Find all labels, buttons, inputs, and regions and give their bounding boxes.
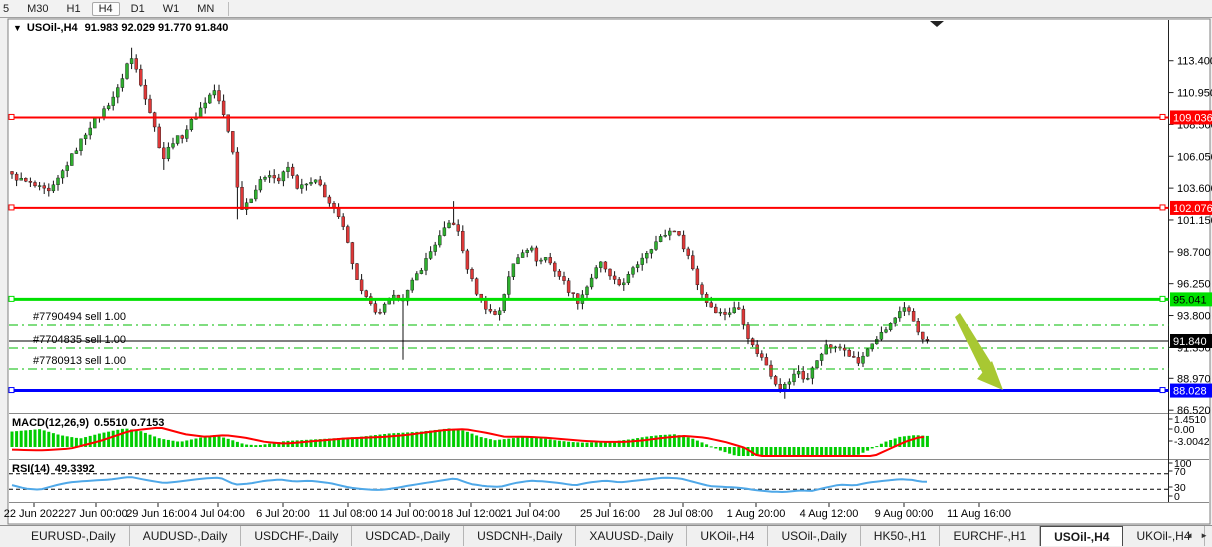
tabs-scroll-right-icon[interactable]: ► [1200, 531, 1208, 540]
arrow-annotation-shaft[interactable] [955, 313, 995, 376]
price-label-box-109.036 [1170, 110, 1212, 125]
chart-tab-ukoil-h4[interactable]: UKOil-,H4 [687, 526, 769, 546]
chart-shift-marker-icon[interactable] [930, 21, 944, 27]
collapse-triangle-icon[interactable]: ▼ [13, 23, 22, 33]
macd-indicator-label: MACD(12,26,9) 0.5510 0.7153 [12, 417, 164, 429]
price-label-box-102.076 [1170, 200, 1212, 215]
price-label-95.041: 95.041 [1173, 294, 1207, 306]
rsi-current-value: 49.3392 [54, 463, 95, 475]
x-axis-label: 4 Aug 12:00 [800, 508, 859, 520]
rsi-name: RSI(14) [12, 463, 50, 475]
y-axis-tick: 101.150 [1177, 215, 1212, 227]
macd-current-values: 0.5510 0.7153 [94, 417, 165, 429]
order-label-7790494[interactable]: #7790494 sell 1.00 [33, 311, 126, 323]
timeframe-button-5[interactable]: 5 [3, 2, 10, 15]
hline-right-handle[interactable] [1159, 204, 1166, 211]
chart-tab-xauusd-daily[interactable]: XAUUSD-,Daily [576, 526, 688, 546]
x-axis-label: 14 Jul 00:00 [380, 508, 440, 520]
arrow-annotation-head-icon[interactable] [977, 361, 1003, 390]
rsi-axis-label: 0 [1174, 491, 1180, 503]
macd-axis-label: 0.00 [1174, 424, 1195, 436]
hline-right-handle[interactable] [1159, 113, 1166, 120]
x-axis-label: 11 Aug 16:00 [947, 508, 1011, 520]
x-axis-label: 9 Aug 00:00 [875, 508, 934, 520]
macd-axis-label: -3.0042 [1174, 436, 1210, 448]
price-label-box-91.840 [1170, 334, 1212, 348]
toolbar-separator [228, 1, 230, 16]
y-axis-tick: 106.050 [1177, 151, 1212, 163]
order-label-7704835[interactable]: #7704835 sell 1.00 [33, 334, 126, 347]
macd-signal-line [11, 426, 925, 457]
hline-left-handle[interactable] [8, 204, 15, 211]
price-chart-canvas[interactable]: 113.400110.950108.500106.050103.600101.1… [0, 18, 1212, 525]
x-axis-label: 27 Jun 00:00 [64, 508, 128, 520]
timeframe-toolbar: 5 M30 H1 H4 D1 W1 MN [0, 0, 1212, 18]
chart-tab-usoil-daily[interactable]: USOil-,Daily [768, 526, 861, 546]
y-axis-tick: 93.800 [1177, 311, 1211, 323]
symbol-title: USOil-,H4 [26, 22, 78, 34]
chart-tab-eurchf-h1[interactable]: EURCHF-,H1 [940, 526, 1041, 546]
y-axis-tick: 86.520 [1177, 405, 1211, 417]
timeframe-button-w1[interactable]: W1 [162, 2, 180, 15]
x-axis-label: 18 Jul 12:00 [441, 508, 501, 520]
x-axis-label: 6 Jul 20:00 [256, 508, 310, 520]
price-label-109.036: 109.036 [1173, 112, 1212, 124]
chart-tab-hk50-h1[interactable]: HK50-,H1 [861, 526, 941, 546]
macd-name: MACD(12,26,9) [12, 417, 90, 429]
hline-right-handle[interactable] [1159, 387, 1166, 394]
x-axis-label: 25 Jul 16:00 [580, 508, 640, 520]
chart-tab-audusd-daily[interactable]: AUDUSD-,Daily [130, 526, 242, 546]
timeframe-button-m30[interactable]: M30 [27, 2, 49, 15]
hline-left-handle[interactable] [8, 113, 15, 120]
timeframe-button-mn[interactable]: MN [197, 2, 215, 15]
chart-tab-ukoil-h4[interactable]: UKOil-,H4 [1123, 526, 1205, 546]
chart-tab-usoil-h4[interactable]: USOil-,H4 [1040, 526, 1124, 546]
y-axis-tick: 96.250 [1177, 279, 1211, 291]
price-label-box-88.028 [1170, 383, 1212, 398]
tabs-scroll-arrows: ◄ ► [1185, 525, 1208, 546]
x-axis-label: 1 Aug 20:00 [727, 508, 786, 520]
rsi-axis-label: 70 [1174, 466, 1186, 478]
y-axis-tick: 110.950 [1177, 88, 1212, 100]
x-axis-label: 29 Jun 16:00 [126, 508, 190, 520]
chart-tab-usdchf-daily[interactable]: USDCHF-,Daily [241, 526, 353, 546]
y-axis-tick: 103.600 [1177, 183, 1212, 195]
y-axis-tick: 98.700 [1177, 247, 1211, 259]
x-axis-label: 28 Jul 08:00 [653, 508, 713, 520]
ohlc-values: 91.983 92.029 91.770 91.840 [84, 22, 229, 34]
x-axis-label: 21 Jul 04:00 [500, 508, 560, 520]
price-label-88.028: 88.028 [1173, 386, 1207, 398]
chart-tab-eurusd-daily[interactable]: EURUSD-,Daily [18, 526, 130, 546]
hline-left-handle[interactable] [8, 295, 15, 302]
x-axis-label: 4 Jul 04:00 [191, 508, 245, 520]
x-axis-label: 22 Jun 2022 [4, 508, 65, 520]
price-label-91.840: 91.840 [1173, 336, 1207, 348]
tabs-scroll-left-icon[interactable]: ◄ [1185, 531, 1194, 540]
x-axis-label: 11 Jul 08:00 [318, 508, 377, 520]
chart-tabs-bar: EURUSD-,Daily AUDUSD-,Daily USDCHF-,Daily U… [0, 525, 1212, 546]
rsi-axis-label: 30 [1174, 482, 1186, 494]
macd-histogram [10, 428, 929, 456]
price-label-102.076: 102.076 [1173, 203, 1212, 215]
timeframe-button-h4[interactable]: H4 [91, 1, 120, 16]
rsi-indicator-label: RSI(14) 49.3392 [12, 463, 95, 475]
hline-right-handle[interactable] [1159, 295, 1166, 302]
price-label-box-95.041 [1170, 292, 1212, 307]
chart-title-ohlc: ▼ USOil-,H4 91.983 92.029 91.770 91.840 [13, 22, 228, 34]
timeframe-button-d1[interactable]: D1 [130, 2, 145, 15]
order-label-7780913[interactable]: #7780913 sell 1.00 [33, 354, 126, 367]
chart-tab-usdcad-daily[interactable]: USDCAD-,Daily [352, 526, 465, 546]
hline-left-handle[interactable] [8, 387, 15, 394]
rsi-axis-label: 100 [1174, 458, 1192, 470]
y-axis-tick: 113.400 [1177, 56, 1212, 68]
timeframe-button-h1[interactable]: H1 [66, 2, 81, 15]
rsi-line [11, 476, 928, 493]
y-axis-tick: 88.970 [1177, 373, 1211, 385]
macd-axis-label: 1.4510 [1174, 414, 1206, 426]
chart-tab-usdcnh-daily[interactable]: USDCNH-,Daily [464, 526, 577, 546]
